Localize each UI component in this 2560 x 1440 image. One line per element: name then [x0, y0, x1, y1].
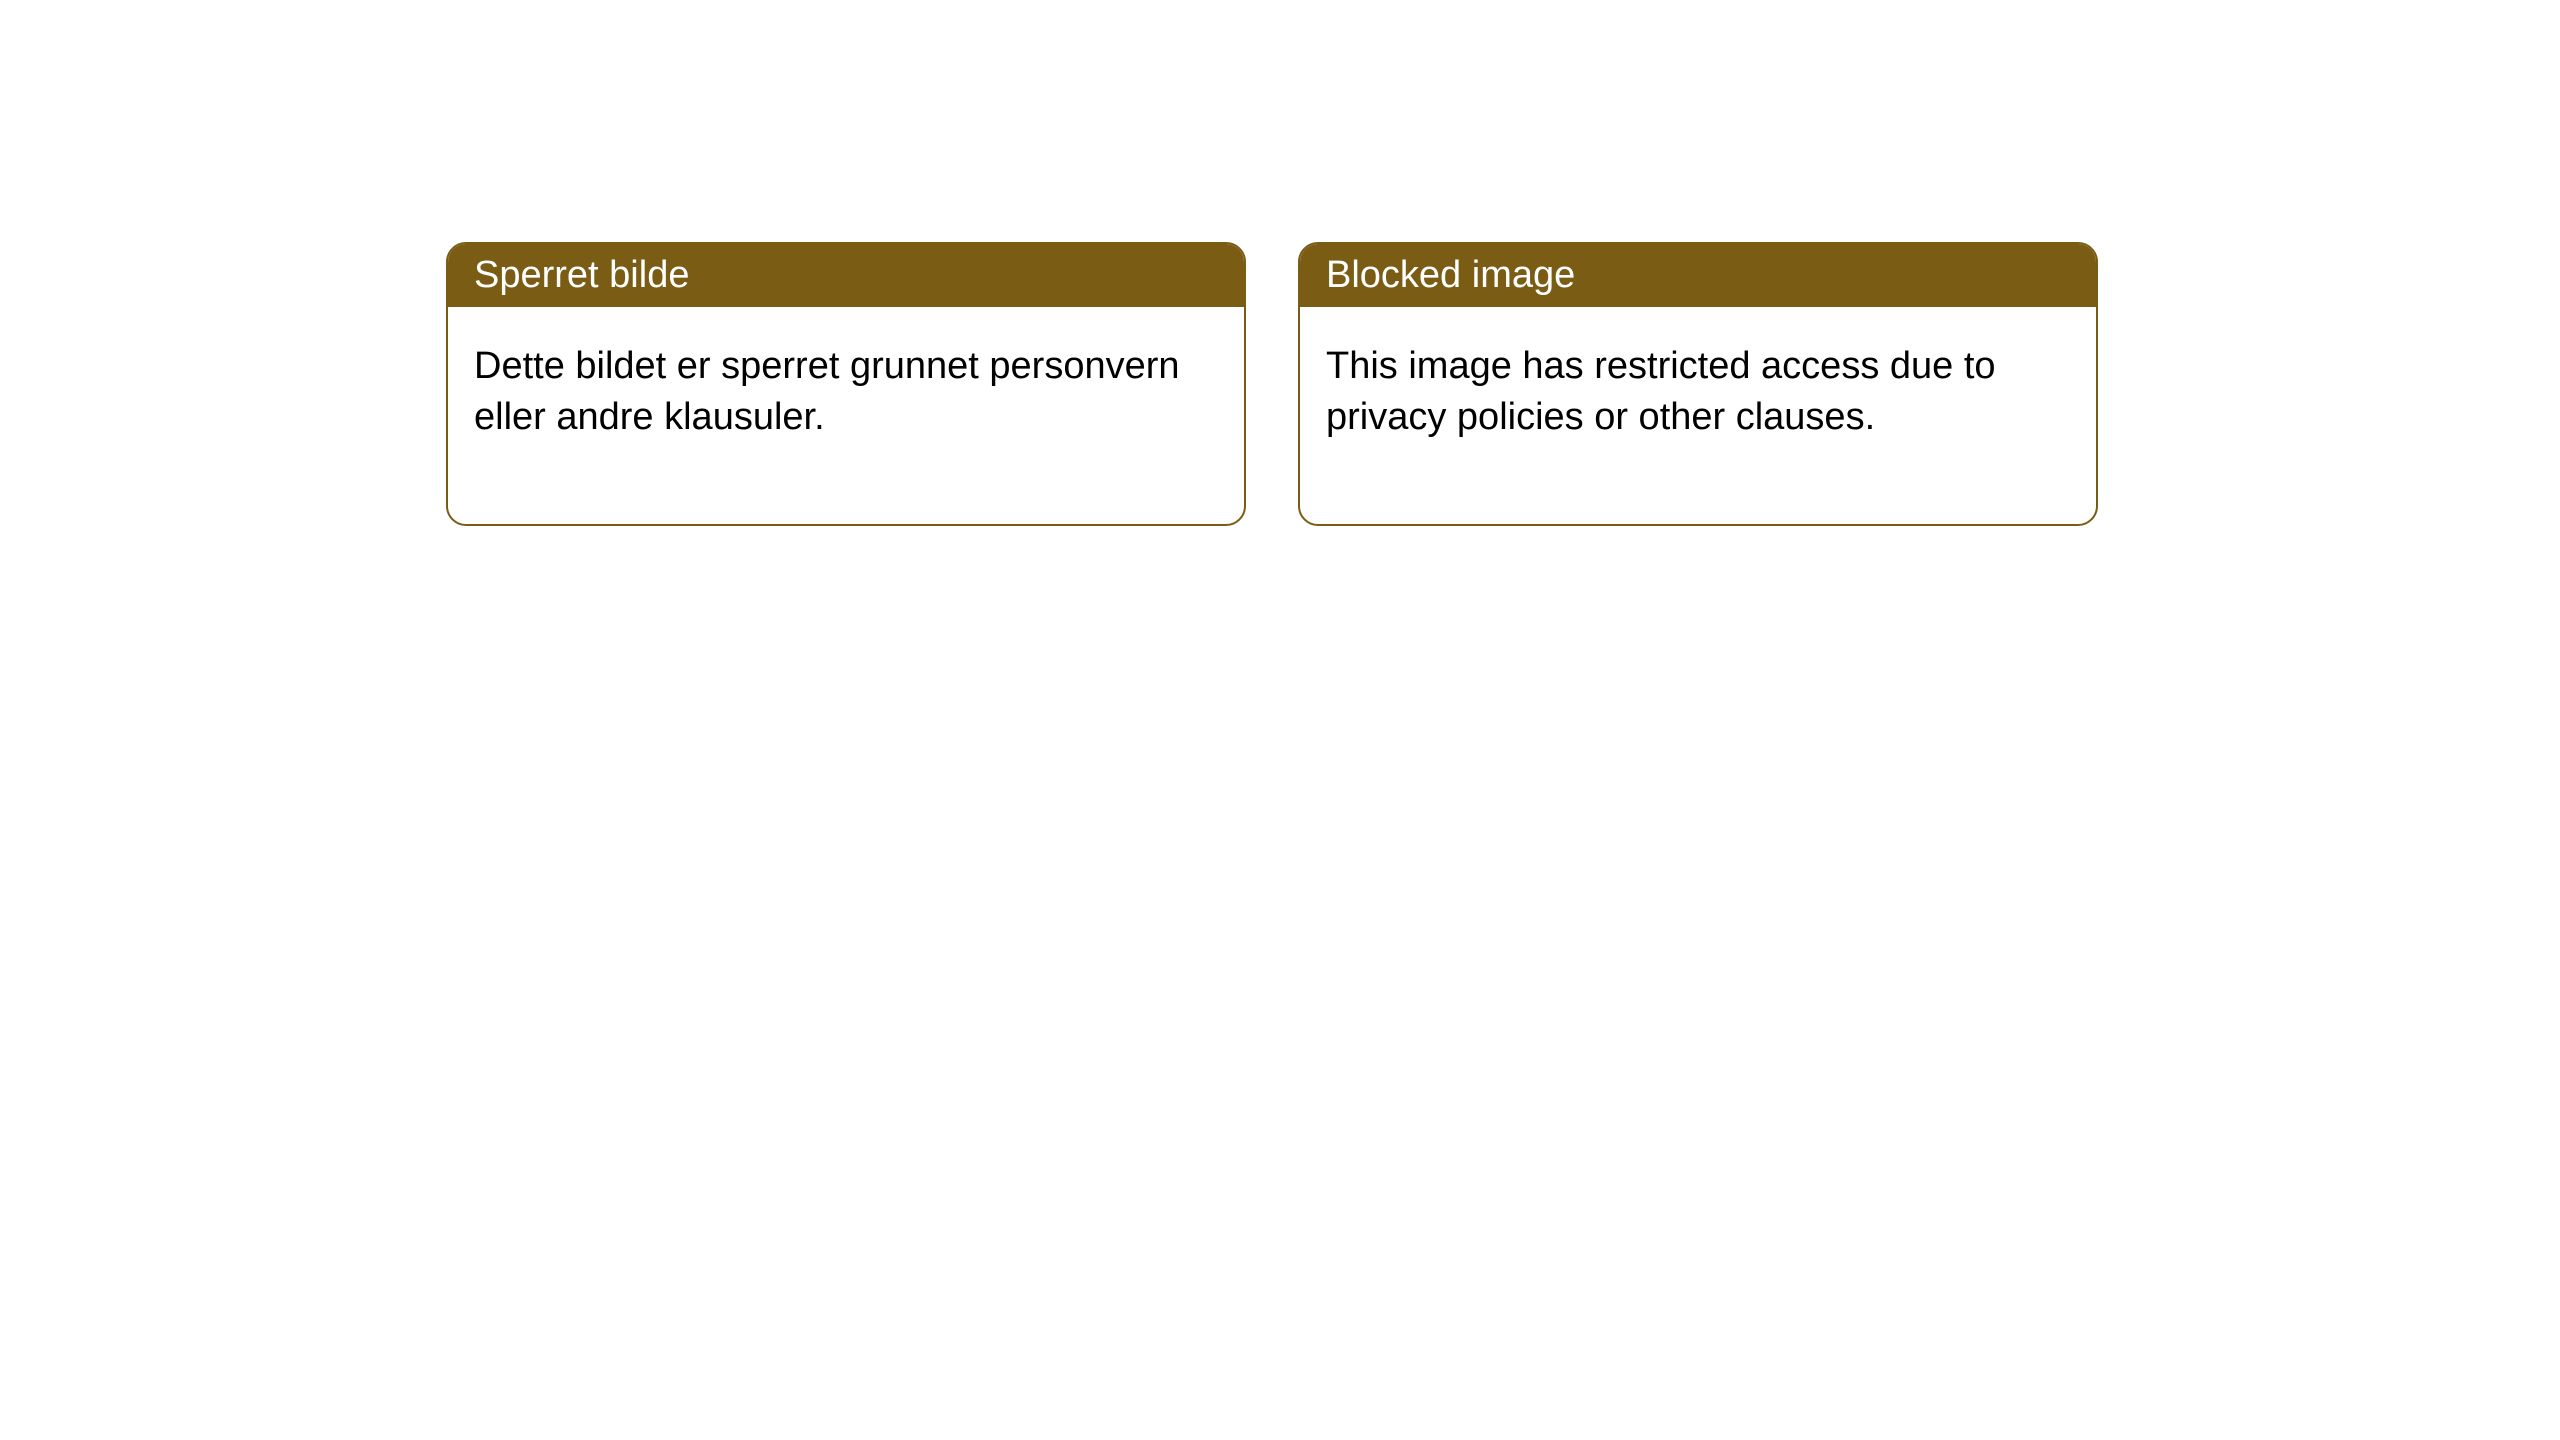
- card-header: Blocked image: [1300, 244, 2096, 307]
- card-body-text: Dette bildet er sperret grunnet personve…: [474, 345, 1180, 438]
- card-title: Blocked image: [1326, 254, 1575, 296]
- card-header: Sperret bilde: [448, 244, 1244, 307]
- cards-container: Sperret bilde Dette bildet er sperret gr…: [0, 0, 2560, 526]
- card-body-text: This image has restricted access due to …: [1326, 345, 1996, 438]
- card-body: This image has restricted access due to …: [1300, 307, 2096, 524]
- blocked-image-card-en: Blocked image This image has restricted …: [1298, 242, 2098, 526]
- card-title: Sperret bilde: [474, 254, 689, 296]
- card-body: Dette bildet er sperret grunnet personve…: [448, 307, 1244, 524]
- blocked-image-card-no: Sperret bilde Dette bildet er sperret gr…: [446, 242, 1246, 526]
